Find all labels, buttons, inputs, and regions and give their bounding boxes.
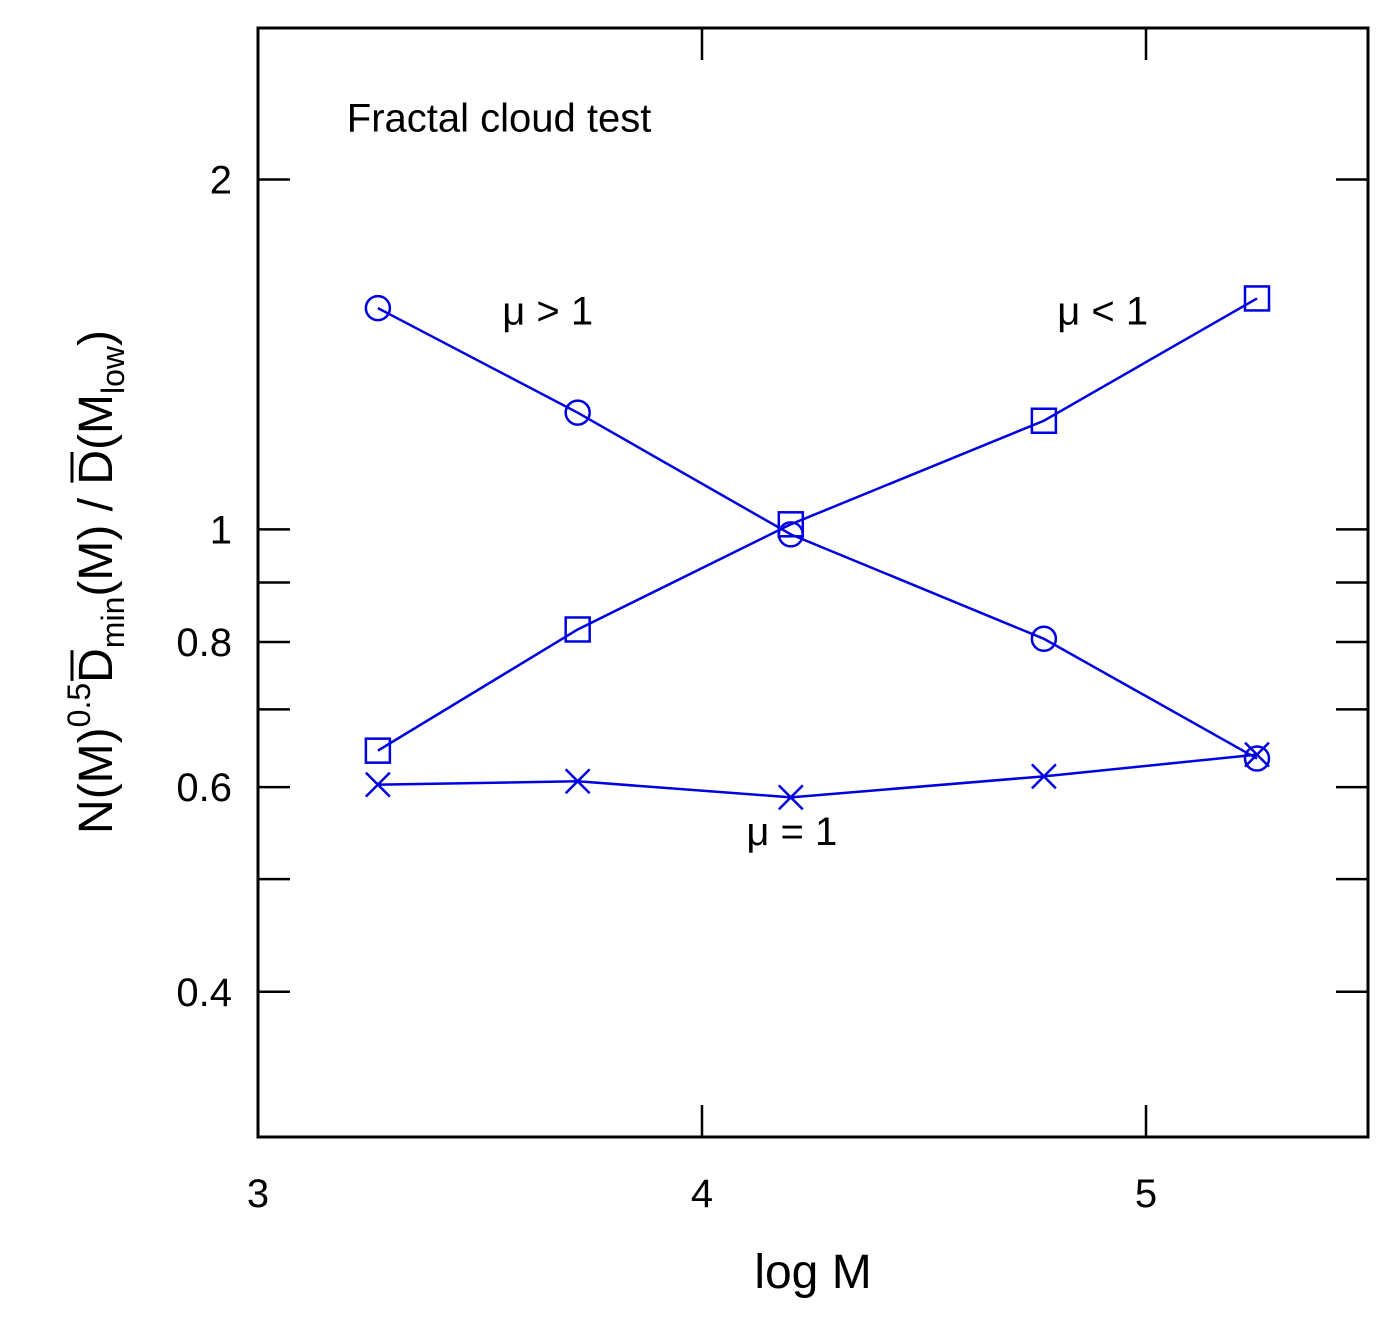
annotation-1: μ > 1	[502, 290, 593, 334]
y-axis-title: N(M)0.5Dmin(M) / D(Mlow)	[61, 330, 131, 834]
y-tick-label-7: 2	[210, 158, 232, 202]
x-axis-title: log M	[754, 1246, 871, 1299]
series-cross	[364, 741, 1270, 811]
point-cross-3	[1030, 763, 1057, 790]
series-circle	[364, 294, 1271, 772]
series-group	[364, 285, 1271, 811]
point-circle-0	[364, 294, 392, 322]
y-axis-title-part3: (M	[70, 394, 123, 450]
point-cross-1	[564, 768, 591, 795]
annotation-3: μ = 1	[746, 810, 837, 854]
y-axis-title-sub2: low	[95, 345, 131, 394]
annotations: Fractal cloud test μ > 1 μ < 1 μ = 1	[347, 96, 1148, 854]
x-tick-label-2: 5	[1135, 1172, 1157, 1216]
series-line-circle	[377, 307, 1258, 760]
y-axis-title-exp: 0.5	[61, 683, 97, 727]
point-circle-3	[1030, 625, 1058, 653]
series-line-square	[377, 297, 1258, 752]
plot-frame	[256, 26, 1370, 1139]
annotation-2: μ < 1	[1057, 290, 1148, 334]
x-tick-label-0: 3	[247, 1172, 269, 1216]
point-square-1	[564, 616, 591, 643]
y-axis-title-d1: D	[70, 648, 123, 683]
tick-labels: 3 4 5 0.4 0.6 0.8 1 2	[176, 158, 1157, 1216]
y-axis-title-part2: (M) /	[70, 485, 123, 597]
point-square-0	[364, 737, 392, 764]
y-tick-label-0: 0.4	[176, 971, 232, 1015]
y-axis-title-d2: D	[70, 450, 123, 485]
point-circle-1	[564, 399, 591, 426]
series-line-cross	[377, 753, 1258, 799]
y-axis-title-part4: )	[70, 330, 123, 346]
point-cross-0	[364, 771, 391, 798]
y-tick-label-4: 0.8	[176, 621, 232, 665]
y-axis-title-sub1: min	[95, 597, 131, 649]
point-cross-4	[1244, 741, 1270, 768]
x-tick-label-1: 4	[691, 1172, 713, 1216]
point-circle-4	[1243, 745, 1271, 772]
point-square-4	[1243, 285, 1271, 312]
y-axis-title-part1: N(M)	[70, 727, 123, 834]
point-square-3	[1030, 407, 1058, 434]
point-cross-2	[777, 784, 804, 811]
series-square	[364, 285, 1271, 764]
annotation-0: Fractal cloud test	[347, 96, 652, 140]
ticks	[256, 28, 1368, 1137]
point-square-2	[777, 511, 805, 538]
y-tick-label-6: 1	[210, 508, 232, 552]
svg-text:N(M)0.5Dmin(M) / D(Mlow): N(M)0.5Dmin(M) / D(Mlow)	[61, 330, 131, 834]
y-tick-label-2: 0.6	[176, 766, 232, 810]
